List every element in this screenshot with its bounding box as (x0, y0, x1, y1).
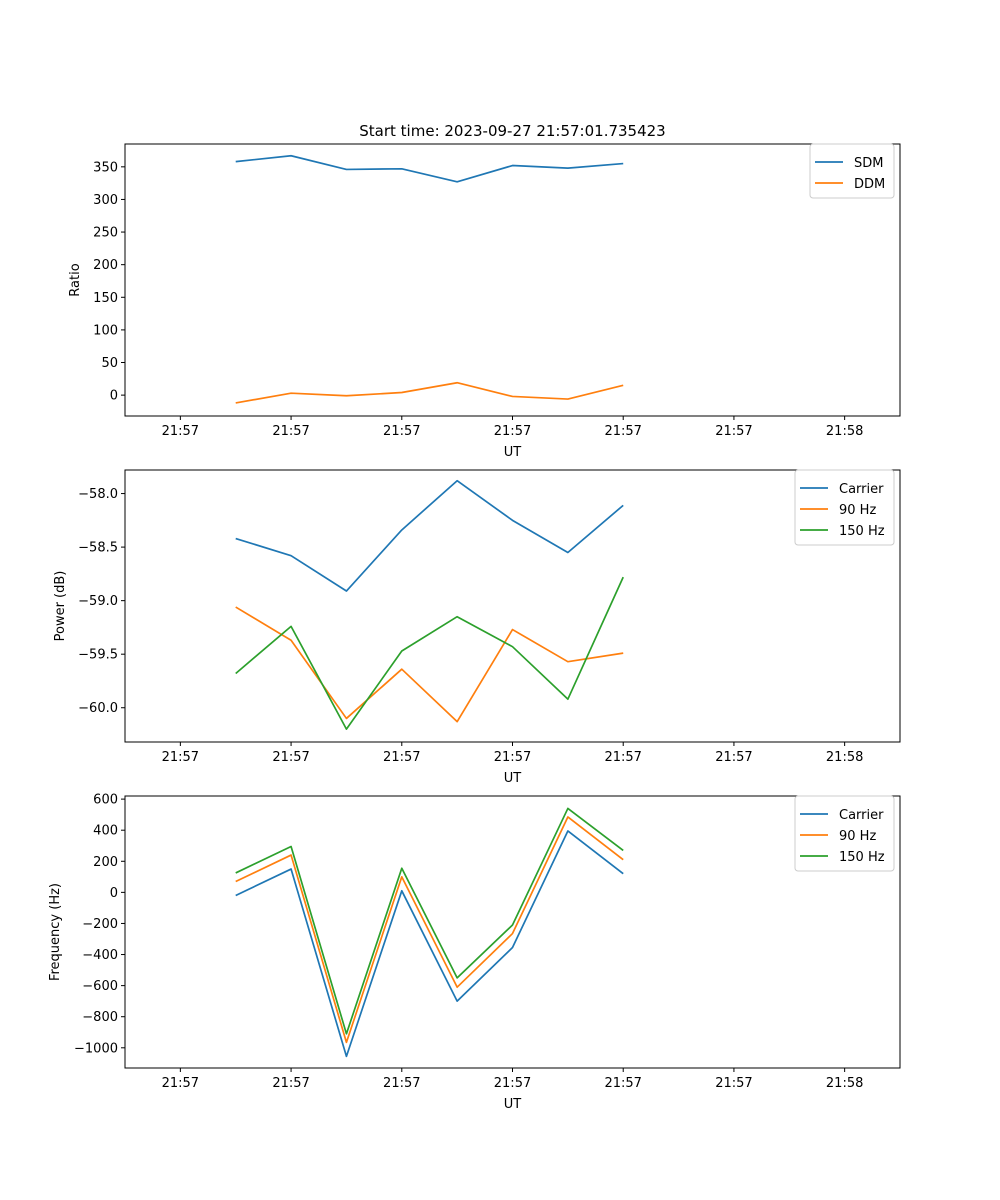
series-line-90-hz (235, 816, 624, 1044)
y-tick-label: 300 (93, 193, 118, 208)
legend-label: DDM (854, 177, 885, 192)
y-tick-label: −58.0 (78, 487, 118, 502)
x-axis-label: UT (504, 771, 522, 786)
y-axis-label: Ratio (68, 263, 83, 296)
y-tick-label: 400 (93, 824, 118, 839)
x-tick-label: 21:57 (494, 424, 531, 439)
series-line-90-hz (235, 606, 624, 723)
subplot-ratio: Start time: 2023-09-27 21:57:01.735423 U… (68, 122, 901, 460)
y-tick-label: −58.5 (78, 541, 118, 556)
y-tick-label: 350 (93, 160, 118, 175)
y-tick-label: −59.5 (78, 648, 118, 663)
x-tick-label: 21:57 (383, 1076, 420, 1091)
y-tick-label: 50 (101, 356, 118, 371)
legend-label: Carrier (839, 808, 884, 823)
series-line-150-hz (235, 807, 624, 1035)
y-tick-label: 150 (93, 291, 118, 306)
x-tick-label: 21:57 (272, 424, 309, 439)
legend-label: SDM (854, 156, 883, 171)
y-tick-label: 100 (93, 323, 118, 338)
subplot-frequency: UT Frequency (Hz) 21:57 21:57 21:57 21:57 21… (48, 793, 901, 1112)
x-tick-label: 21:57 (383, 750, 420, 765)
series-line-150-hz (235, 576, 624, 731)
legend-label: 150 Hz (839, 524, 885, 539)
x-axis-label: UT (504, 445, 522, 460)
legend-label: 150 Hz (839, 850, 885, 865)
y-tick-label: −59.0 (78, 594, 118, 609)
x-tick-label: 21:57 (715, 1076, 752, 1091)
y-tick-label: −1000 (74, 1041, 118, 1056)
x-tick-label: 21:57 (494, 1076, 531, 1091)
x-tick-label: 21:57 (604, 750, 641, 765)
series-line-carrier (235, 830, 624, 1058)
series-line-ddm (235, 381, 624, 404)
y-tick-label: 0 (110, 886, 118, 901)
x-tick-label: 21:57 (162, 424, 199, 439)
series-line-carrier (235, 479, 624, 592)
y-tick-label: 200 (93, 855, 118, 870)
y-tick-label: −200 (82, 917, 118, 932)
legend-label: Carrier (839, 482, 884, 497)
y-tick-label: −400 (82, 948, 118, 963)
x-tick-label: 21:58 (826, 424, 863, 439)
legend-box (809, 143, 895, 199)
y-tick-label: 200 (93, 258, 118, 273)
y-axis-label: Power (dB) (53, 571, 68, 642)
x-tick-label: 21:57 (272, 750, 309, 765)
subplot-power: UT Power (dB) 21:57 21:57 21:57 21:57 21:57 2… (53, 469, 901, 786)
x-tick-label: 21:58 (826, 1076, 863, 1091)
y-tick-label: −60.0 (78, 701, 118, 716)
y-tick-label: 0 (110, 389, 118, 404)
x-tick-label: 21:57 (272, 1076, 309, 1091)
x-axis-label: UT (504, 1097, 522, 1112)
x-tick-label: 21:57 (162, 750, 199, 765)
x-tick-label: 21:57 (494, 750, 531, 765)
legend-label: 90 Hz (839, 829, 876, 844)
x-tick-label: 21:57 (604, 424, 641, 439)
x-tick-label: 21:58 (826, 750, 863, 765)
y-tick-label: 250 (93, 226, 118, 241)
y-tick-label: −800 (82, 1010, 118, 1025)
y-tick-label: 600 (93, 793, 118, 808)
x-tick-label: 21:57 (715, 750, 752, 765)
x-tick-label: 21:57 (383, 424, 420, 439)
x-tick-label: 21:57 (162, 1076, 199, 1091)
series-line-sdm (235, 154, 624, 183)
y-axis-label: Frequency (Hz) (48, 883, 63, 981)
x-tick-label: 21:57 (604, 1076, 641, 1091)
x-tick-label: 21:57 (715, 424, 752, 439)
legend-label: 90 Hz (839, 503, 876, 518)
y-tick-label: −600 (82, 979, 118, 994)
chart-title: Start time: 2023-09-27 21:57:01.735423 (359, 122, 665, 140)
